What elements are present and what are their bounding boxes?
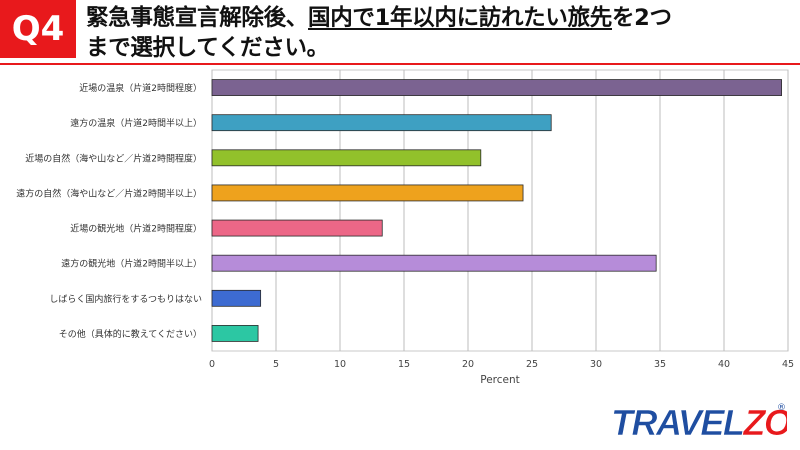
category-label: 近場の自然（海や山など／片道2時間程度） [25,152,202,164]
title-suffix: を2つ [611,5,672,31]
x-tick-label: 10 [334,359,346,370]
bar [211,219,383,237]
bar [211,79,782,96]
bar [211,254,657,272]
title-line-1: 緊急事態宣言解除後、国内で1年以内に訪れたい旅先を2つ [86,3,798,33]
x-tick-label: 45 [782,359,794,370]
category-label: しばらく国内旅行をするつもりはない [49,293,202,305]
x-tick-label: 0 [209,359,215,370]
bar [211,149,482,167]
category-label: 遠方の自然（海や山など／片道2時間半以上） [16,187,202,199]
svg-text:TRAVELZOO: TRAVELZOO [611,402,787,442]
bar [211,184,524,202]
bar-chart: 近場の温泉（片道2時間程度） 遠方の温泉（片道2時間半以上） 近場の自然（海や山など… [16,69,794,386]
x-tick-label: 40 [718,359,730,370]
title-underlined: 国内で1年以内に訪れたい旅先 [308,5,612,31]
logo-zoo-part: ZOO [742,402,787,442]
title-prefix: 緊急事態宣言解除後、 [86,5,309,31]
category-label: その他（具体的に教えてください） [59,328,202,340]
x-tick-label: 25 [526,359,538,370]
x-tick-label: 30 [590,359,602,370]
category-label: 近場の観光地（片道2時間程度） [70,223,202,235]
category-labels-layer: 近場の温泉（片道2時間程度） 遠方の温泉（片道2時間半以上） 近場の自然（海や山など… [16,82,202,340]
x-tick-label: 5 [273,359,279,370]
svg-text:®: ® [777,403,786,413]
bar [211,114,552,132]
x-tick-labels-layer: 0 5 10 15 20 25 30 35 40 45 [209,359,794,370]
category-label: 近場の温泉（片道2時間程度） [79,82,202,94]
bars-layer [211,79,782,342]
page-title: 緊急事態宣言解除後、国内で1年以内に訪れたい旅先を2つ まで選択してください。 [86,3,798,63]
logo-travel-part: TRAVEL [611,402,743,442]
x-axis-label: Percent [480,374,520,386]
category-label: 遠方の観光地（片道2時間半以上） [61,258,202,270]
bar [211,289,262,307]
x-tick-label: 20 [462,359,474,370]
bar [211,325,259,342]
travelzoo-logo: TRAVELZOO ® [611,402,787,442]
plot-frame [211,69,789,352]
x-tick-label: 35 [654,359,666,370]
title-line-2: まで選択してください。 [86,35,329,61]
question-badge: Q4 [0,0,76,58]
grid-layer [211,69,789,352]
title-divider [0,63,800,65]
category-label: 遠方の温泉（片道2時間半以上） [70,117,202,129]
x-tick-label: 15 [398,359,410,370]
